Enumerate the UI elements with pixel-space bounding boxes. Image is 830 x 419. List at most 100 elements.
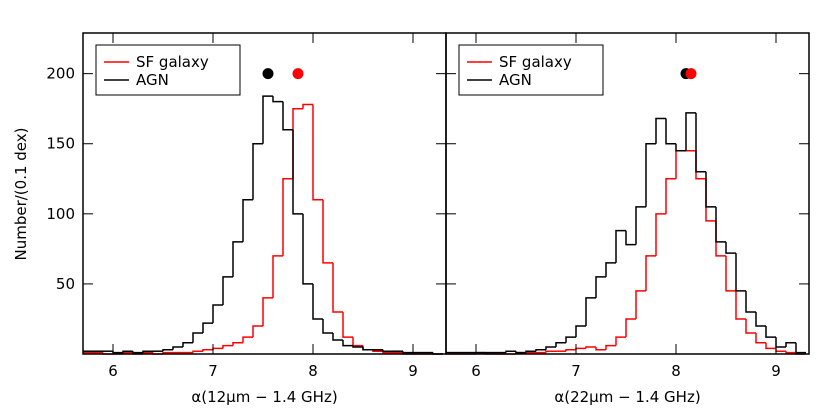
histogram-step bbox=[595, 276, 606, 298]
histogram-step bbox=[625, 230, 636, 246]
histogram-step bbox=[705, 178, 716, 222]
histogram-step bbox=[765, 342, 776, 350]
histogram-step bbox=[645, 255, 656, 291]
histogram-step bbox=[272, 96, 283, 103]
x-tick-label: 7 bbox=[571, 362, 581, 380]
histogram-step bbox=[785, 342, 796, 347]
histogram-step bbox=[665, 178, 676, 214]
legend-label: SF galaxy bbox=[136, 53, 209, 71]
histogram-step bbox=[515, 351, 526, 354]
legend-box bbox=[95, 44, 241, 96]
histogram-step bbox=[545, 350, 556, 353]
histogram-step bbox=[595, 346, 606, 351]
histogram-step bbox=[352, 345, 363, 348]
histogram-step bbox=[715, 206, 726, 243]
histogram-step bbox=[222, 276, 233, 305]
histogram-step bbox=[212, 304, 223, 324]
x-tick-label: 9 bbox=[408, 362, 418, 380]
histogram-step bbox=[342, 339, 353, 347]
histogram-step bbox=[262, 297, 273, 326]
histogram-step bbox=[745, 290, 756, 313]
histogram-step bbox=[292, 129, 303, 215]
histogram-step bbox=[322, 199, 333, 264]
legend-label: AGN bbox=[136, 71, 169, 89]
histogram-step bbox=[282, 178, 293, 256]
legend-label: AGN bbox=[499, 71, 532, 89]
histogram-step bbox=[312, 104, 323, 201]
histogram-step bbox=[382, 349, 393, 352]
histogram-step bbox=[725, 241, 736, 254]
histogram-step bbox=[302, 103, 313, 109]
histogram-step bbox=[545, 346, 556, 350]
histogram-step bbox=[252, 325, 263, 338]
histogram-step bbox=[242, 199, 253, 242]
histogram-step bbox=[302, 213, 313, 285]
histogram-step bbox=[605, 344, 616, 350]
x-axis-label: α(22μm − 1.4 GHz) bbox=[554, 388, 700, 406]
histogram-step bbox=[352, 337, 363, 347]
histogram-step bbox=[655, 117, 666, 144]
x-tick-label: 7 bbox=[208, 362, 218, 380]
histogram-step bbox=[312, 283, 323, 320]
histogram-step bbox=[665, 118, 676, 145]
histogram-step bbox=[735, 253, 746, 292]
histogram-step bbox=[332, 332, 343, 341]
y-tick-label: 150 bbox=[46, 135, 75, 153]
histogram-step bbox=[505, 350, 516, 353]
histogram-step bbox=[655, 213, 666, 256]
histogram-step bbox=[585, 297, 596, 326]
histogram-step bbox=[685, 112, 696, 151]
y-tick-label: 200 bbox=[46, 65, 75, 83]
histogram-step bbox=[332, 262, 343, 313]
histogram-step bbox=[755, 332, 766, 344]
y-tick-label: 50 bbox=[56, 275, 75, 293]
histogram-step bbox=[775, 348, 786, 352]
median-marker bbox=[262, 68, 274, 80]
legend-label: SF galaxy bbox=[499, 53, 572, 71]
histogram-step bbox=[785, 351, 796, 354]
histogram-step bbox=[695, 112, 706, 173]
histogram-step bbox=[645, 142, 656, 207]
histogram-step bbox=[775, 337, 786, 348]
x-tick-label: 6 bbox=[108, 362, 118, 380]
histogram-step bbox=[202, 322, 213, 333]
histogram-step bbox=[272, 255, 283, 298]
histogram-step bbox=[322, 318, 333, 334]
histogram-step bbox=[402, 351, 413, 354]
legend-box bbox=[458, 44, 604, 96]
histogram-step bbox=[525, 350, 536, 353]
histogram-step bbox=[635, 206, 646, 245]
histogram-step bbox=[555, 342, 566, 347]
histogram-step bbox=[252, 142, 263, 200]
histogram-step bbox=[222, 344, 233, 349]
histogram-step bbox=[605, 262, 616, 277]
x-tick-label: 9 bbox=[771, 362, 781, 380]
histogram-step bbox=[192, 350, 203, 353]
histogram-step bbox=[292, 107, 303, 179]
histogram-step bbox=[795, 342, 806, 354]
histogram-step bbox=[695, 150, 706, 180]
histogram-step bbox=[715, 220, 726, 257]
histogram-step bbox=[675, 149, 686, 179]
histogram-step bbox=[635, 290, 646, 319]
histogram-step bbox=[705, 171, 716, 208]
histogram-step bbox=[535, 349, 546, 352]
histogram-step bbox=[362, 346, 373, 351]
histogram-step bbox=[232, 342, 243, 346]
histogram-step bbox=[122, 350, 133, 353]
histogram-step bbox=[585, 346, 596, 349]
histogram-step bbox=[565, 349, 576, 352]
histogram-step bbox=[615, 336, 626, 346]
median-marker bbox=[685, 68, 697, 80]
histogram-step bbox=[162, 349, 173, 352]
y-axis-label: Number/(0.1 dex) bbox=[12, 127, 30, 260]
y-tick-label: 100 bbox=[46, 205, 75, 223]
histogram-step bbox=[575, 347, 586, 350]
histogram-step bbox=[262, 95, 273, 144]
histogram-step bbox=[575, 325, 586, 338]
histogram-step bbox=[172, 346, 183, 350]
histogram-step bbox=[242, 336, 253, 343]
histogram-step bbox=[212, 347, 223, 350]
histogram-step bbox=[342, 311, 353, 338]
histogram-step bbox=[745, 318, 756, 334]
